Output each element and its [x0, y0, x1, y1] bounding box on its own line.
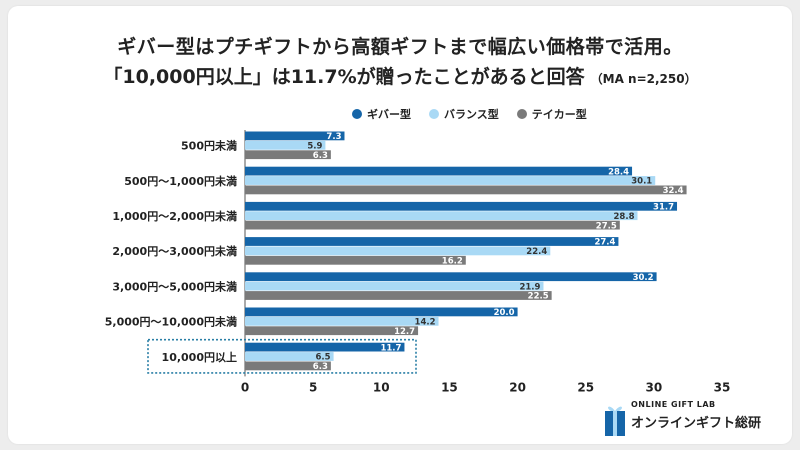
x-tick-label: 5	[309, 380, 317, 394]
chart-legend: ギバー型 バランス型 テイカー型	[352, 106, 587, 122]
data-label: 16.2	[442, 257, 463, 267]
category-label: 500円未満	[181, 139, 237, 153]
data-label: 30.2	[633, 273, 654, 283]
x-tick-label: 15	[441, 380, 458, 394]
bar	[245, 255, 466, 265]
bar	[245, 326, 419, 336]
data-label: 27.4	[594, 238, 615, 248]
bar	[245, 220, 620, 230]
bar	[245, 291, 552, 300]
data-label: 31.7	[653, 203, 674, 213]
bar	[245, 185, 687, 195]
chart-title-line2: 「10,000円以上」は11.7%が贈ったことがあると回答 （MA n=2,250…	[0, 62, 800, 89]
bar	[245, 342, 405, 352]
data-label: 21.9	[519, 282, 540, 292]
legend-item-taker: テイカー型	[516, 106, 587, 122]
data-label: 12.7	[394, 327, 415, 337]
data-label: 28.4	[608, 167, 629, 177]
data-label: 32.4	[663, 186, 684, 196]
legend-swatch-giver	[352, 109, 362, 119]
x-tick-label: 10	[373, 380, 390, 394]
data-label: 20.0	[494, 308, 515, 318]
legend-item-balance: バランス型	[429, 106, 499, 122]
legend-label-balance: バランス型	[444, 108, 499, 121]
chart-title-line1: ギバー型はプチギフトから高額ギフトまで幅広い価格帯で活用。	[117, 36, 683, 58]
category-label: 3,000円〜5,000円未満	[112, 279, 237, 293]
x-tick-label: 0	[241, 380, 249, 394]
bar	[245, 281, 544, 291]
logo-title: オンラインギフト総研	[631, 416, 762, 431]
data-label: 5.9	[307, 142, 322, 152]
bar	[245, 246, 551, 256]
bar	[245, 150, 331, 160]
data-label: 6.3	[313, 362, 328, 372]
x-tick-label: 30	[646, 380, 663, 394]
bar	[245, 211, 638, 221]
x-tick-label: 25	[577, 380, 594, 394]
data-label: 27.5	[596, 221, 617, 231]
data-label: 11.7	[380, 343, 401, 353]
data-label: 14.2	[415, 318, 436, 328]
category-label: 2,000円〜3,000円未満	[112, 244, 237, 258]
sample-size-note: （MA n=2,250）	[590, 72, 697, 86]
category-label: 5,000円〜10,000円未満	[105, 315, 237, 329]
logo-subtitle: ONLINE GIFT LAB	[631, 400, 716, 409]
data-label: 22.4	[526, 247, 547, 257]
bar	[245, 166, 633, 176]
highlight-box	[147, 338, 417, 374]
data-label: 28.8	[614, 212, 635, 222]
bar	[245, 272, 657, 282]
chart-title-main: 「10,000円以上」は11.7%が贈ったことがあると回答	[103, 66, 585, 88]
legend-swatch-balance	[429, 109, 439, 119]
bar	[245, 140, 326, 150]
bar	[245, 201, 678, 211]
bar	[245, 131, 345, 141]
legend-item-giver: ギバー型	[352, 106, 411, 122]
bar	[245, 316, 439, 326]
data-label: 30.1	[631, 177, 652, 187]
category-label: 10,000円以上	[162, 350, 237, 364]
category-label: 500円〜1,000円未満	[124, 174, 237, 188]
legend-label-taker: テイカー型	[531, 108, 587, 121]
bar	[245, 307, 518, 317]
data-label: 22.5	[528, 292, 549, 302]
data-label: 6.5	[316, 353, 331, 363]
bar	[245, 237, 619, 246]
x-tick-label: 20	[509, 380, 526, 394]
gift-box-icon	[605, 406, 625, 436]
data-label: 6.3	[313, 151, 328, 161]
bar	[245, 352, 334, 361]
legend-swatch-taker	[516, 109, 527, 119]
data-label: 7.3	[326, 132, 341, 142]
category-label: 1,000円〜2,000円未満	[112, 209, 237, 223]
legend-label-giver: ギバー型	[367, 108, 411, 121]
x-tick-label: 35	[714, 380, 731, 394]
bar	[245, 176, 656, 185]
bar	[245, 361, 331, 371]
